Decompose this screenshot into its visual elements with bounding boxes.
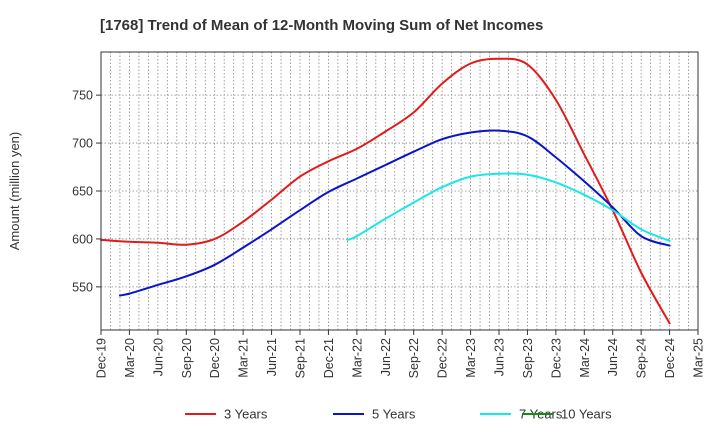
y-tick-label: 550 [72,280,93,294]
legend-label-10-years: 10 Years [561,407,612,422]
x-tick-label: Mar-23 [464,338,478,378]
grid [101,52,698,330]
x-tick-label: Sep-23 [521,338,535,378]
x-tick-label: Jun-24 [606,338,620,376]
y-axis-label: Amount (million yen) [7,132,22,251]
x-tick-label: Dec-21 [322,338,336,378]
x-tick-label: Dec-19 [95,338,109,378]
axis-ticks: 550 600 650 700 750 Dec-19 Mar-20 Jun-20 Sep-20 D… [72,89,705,379]
y-tick-label: 600 [72,232,93,246]
x-tick-label: Dec-20 [208,338,222,378]
x-tick-label: Sep-20 [180,338,194,378]
x-tick-label: Dec-24 [663,338,677,378]
x-tick-label: Jun-22 [379,338,393,376]
x-tick-label: Mar-21 [237,338,251,378]
x-tick-label: Jun-21 [265,338,279,376]
x-tick-label: Dec-23 [549,338,563,378]
series-line-7-years [346,172,671,242]
x-tick-label: Mar-25 [692,338,706,378]
x-tick-label: Jun-23 [493,338,507,376]
chart-title: [1768] Trend of Mean of 12-Month Moving … [100,17,543,34]
x-tick-label: Mar-22 [350,338,364,378]
series-line-3-years [100,57,671,325]
x-tick-label: Mar-20 [123,338,137,378]
plot-area-frame [100,51,699,331]
series-line-5-years [119,129,671,297]
x-tick-label: Sep-22 [407,338,421,378]
legend-label-5-years: 5 Years [372,407,416,422]
x-tick-label: Dec-22 [436,338,450,378]
x-tick-label: Mar-24 [578,338,592,378]
y-tick-label: 650 [72,185,93,199]
x-tick-label: Sep-21 [294,338,308,378]
y-tick-label: 700 [72,137,93,151]
legend-label-3-years: 3 Years [224,407,268,422]
x-tick-label: Sep-24 [635,338,649,378]
x-tick-label: Jun-20 [151,338,165,376]
series-lines [100,57,671,325]
y-tick-label: 750 [72,89,93,103]
